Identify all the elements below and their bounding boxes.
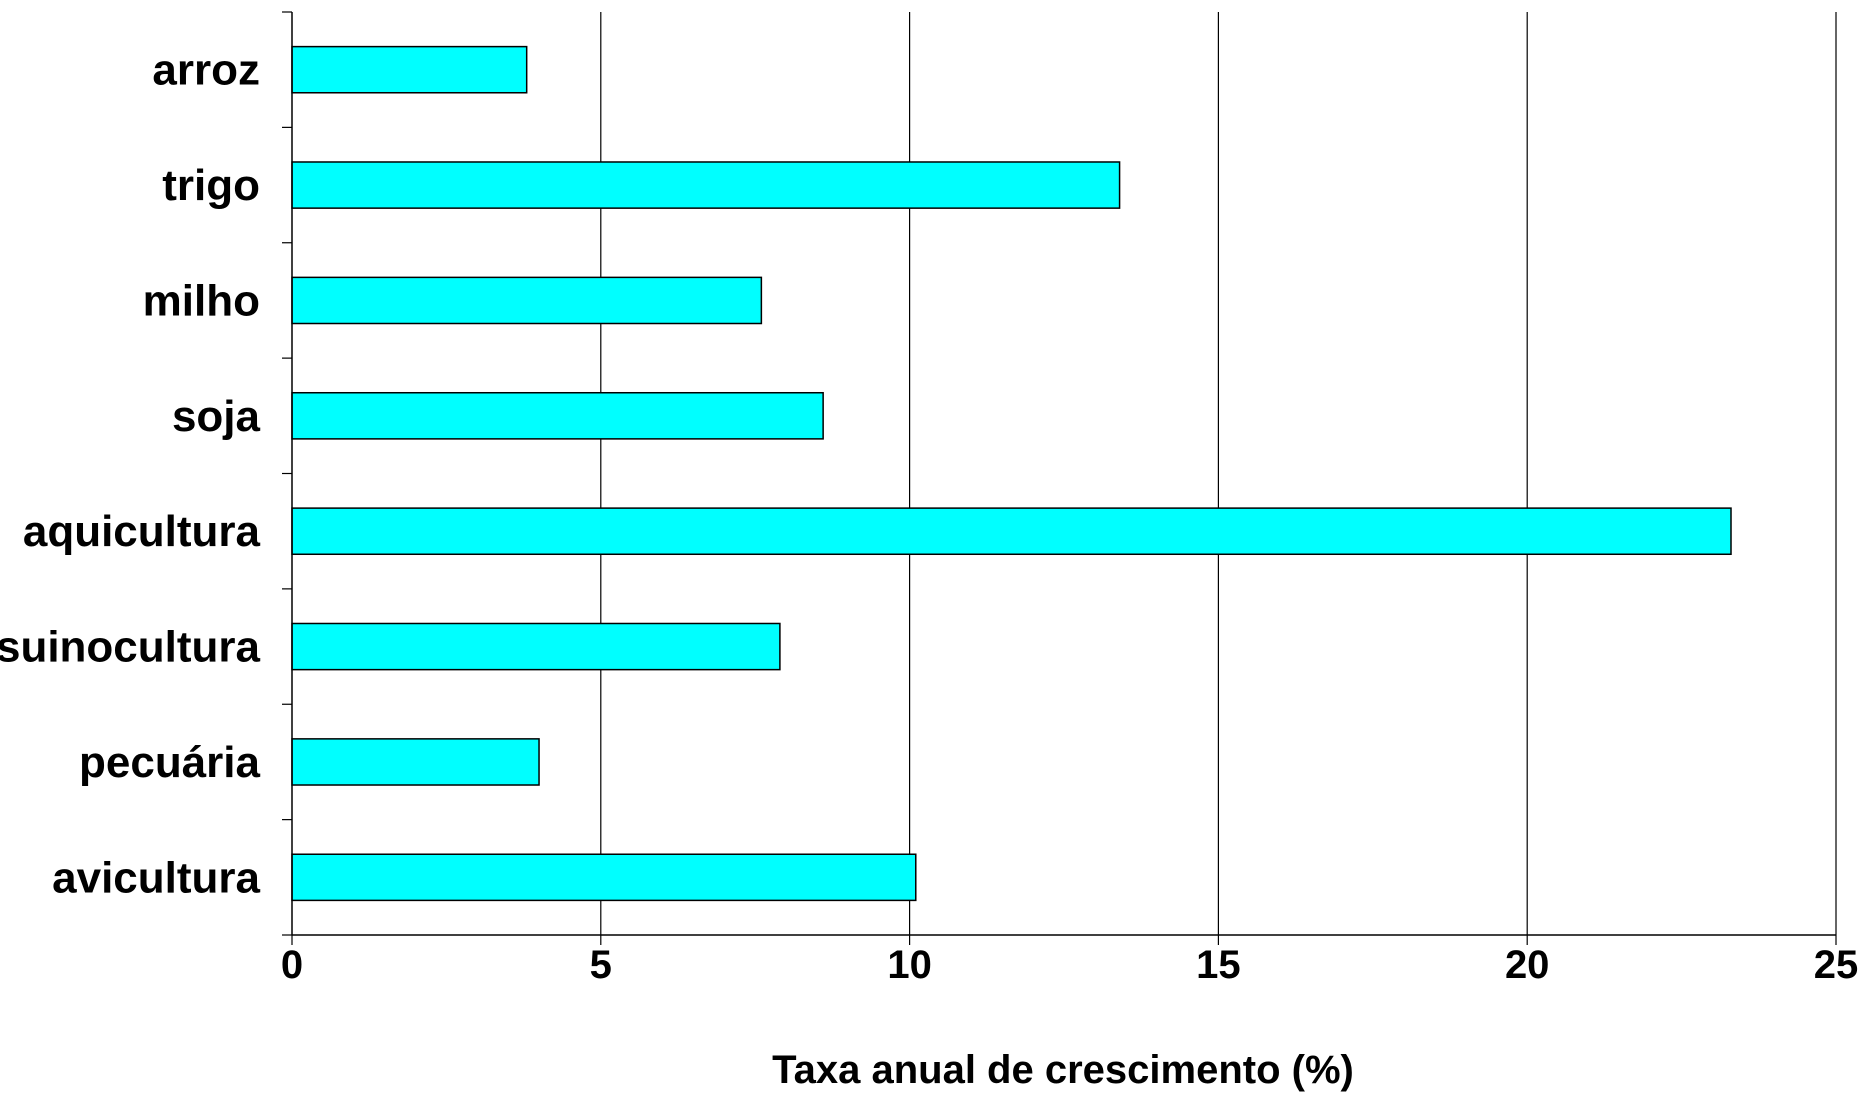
bar-trigo xyxy=(291,161,1121,209)
labels: 0 5 10 15 20 25 arroz trigo milho soja aquicultura… xyxy=(0,46,1858,987)
category-label-pecuária: pecuária xyxy=(79,738,261,787)
bar-avicultura xyxy=(291,853,917,902)
x-tick-label-20: 20 xyxy=(1505,943,1550,987)
bar-pecuária xyxy=(291,738,540,786)
gridlines xyxy=(600,12,1837,935)
x-axis-title: Taxa anual de crescimento (%) xyxy=(772,1048,1354,1092)
x-tick-label-15: 15 xyxy=(1196,943,1241,987)
x-tick-label-0: 0 xyxy=(281,943,303,987)
bar-arroz xyxy=(291,45,528,94)
bar-soja xyxy=(291,391,824,440)
bar-suinocultura xyxy=(291,622,781,671)
bar-milho xyxy=(291,276,763,325)
category-label-arroz: arroz xyxy=(152,46,260,95)
bars xyxy=(291,45,1732,902)
category-label-aquicultura: aquicultura xyxy=(23,507,261,556)
x-tick-label-10: 10 xyxy=(887,943,932,987)
x-tick-label-5: 5 xyxy=(590,943,612,987)
bar-aquicultura xyxy=(291,507,1732,556)
axes xyxy=(282,11,1837,945)
category-label-suinocultura: suinocultura xyxy=(0,623,261,672)
x-tick-label-25: 25 xyxy=(1814,943,1859,987)
category-label-trigo: trigo xyxy=(162,161,260,210)
category-label-milho: milho xyxy=(143,276,260,325)
category-label-avicultura: avicultura xyxy=(52,853,260,902)
category-label-soja: soja xyxy=(172,392,261,441)
